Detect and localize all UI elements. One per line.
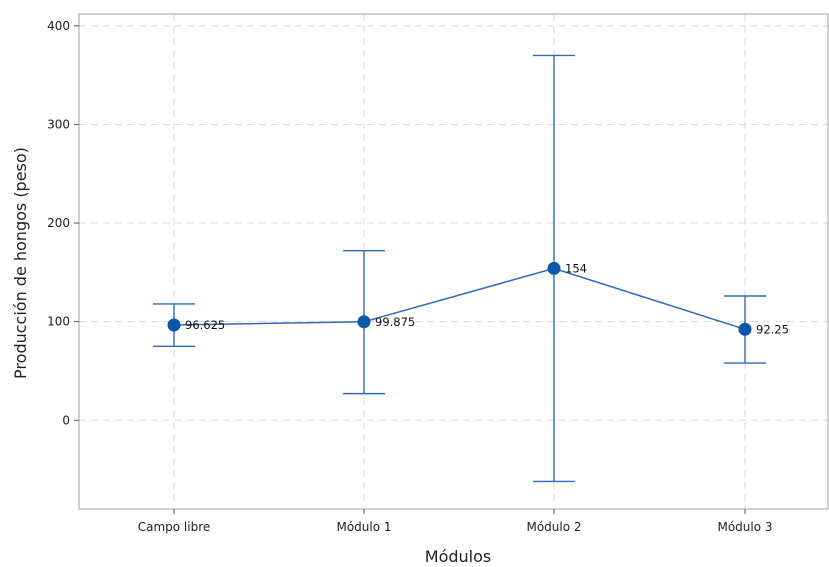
- y-tick-label: 200: [47, 216, 70, 230]
- data-labels: 96.625 99.875 154 92.25: [185, 261, 789, 336]
- data-label-0: 96.625: [185, 318, 225, 332]
- data-point-1: [357, 315, 371, 329]
- y-tick-label: 400: [47, 19, 70, 33]
- x-tick-label: Módulo 1: [336, 520, 391, 534]
- y-tick-label: 0: [62, 413, 70, 427]
- x-tick-label: Módulo 3: [717, 520, 772, 534]
- data-label-3: 92.25: [756, 322, 789, 336]
- data-point-3: [738, 322, 752, 336]
- series-line: [173, 267, 746, 331]
- y-tick-label: 100: [47, 315, 70, 329]
- data-label-1: 99.875: [375, 315, 415, 329]
- data-points: [167, 261, 752, 336]
- data-point-0: [167, 318, 181, 332]
- x-axis-title: Módulos: [425, 547, 491, 566]
- series-line-group: [173, 267, 746, 331]
- data-point-2: [547, 261, 561, 275]
- y-axis: 0 100 200 300 400: [47, 19, 79, 427]
- x-tick-label: Módulo 2: [526, 520, 581, 534]
- x-axis: Campo libre Módulo 1 Módulo 2 Módulo 3: [138, 509, 773, 534]
- data-label-2: 154: [565, 261, 587, 275]
- y-axis-title: Producción de hongos (peso): [11, 147, 30, 379]
- x-tick-label: Campo libre: [138, 520, 211, 534]
- plot-frame: [78, 13, 829, 510]
- y-tick-label: 300: [47, 117, 70, 131]
